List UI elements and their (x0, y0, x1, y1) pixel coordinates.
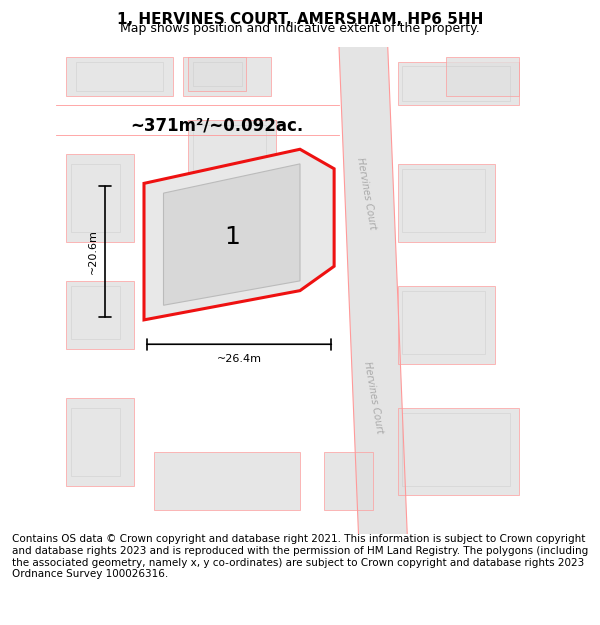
Polygon shape (398, 61, 520, 106)
Polygon shape (144, 149, 334, 320)
Text: Hervines Court: Hervines Court (362, 361, 385, 435)
Polygon shape (446, 57, 520, 96)
Polygon shape (398, 408, 520, 496)
Polygon shape (66, 57, 173, 96)
Polygon shape (398, 286, 495, 364)
Text: ~20.6m: ~20.6m (88, 229, 98, 274)
Text: 1, HERVINES COURT, AMERSHAM, HP6 5HH: 1, HERVINES COURT, AMERSHAM, HP6 5HH (117, 12, 483, 27)
Polygon shape (339, 47, 407, 534)
Polygon shape (163, 164, 300, 305)
Polygon shape (66, 281, 134, 349)
Text: ~26.4m: ~26.4m (217, 354, 262, 364)
Polygon shape (183, 57, 271, 96)
Text: ~371m²/~0.092ac.: ~371m²/~0.092ac. (131, 117, 304, 134)
Polygon shape (325, 451, 373, 510)
Text: 1: 1 (224, 225, 239, 249)
Text: Hervines Court: Hervines Court (355, 156, 377, 230)
Polygon shape (66, 154, 134, 242)
Polygon shape (188, 120, 275, 188)
Polygon shape (398, 164, 495, 242)
Polygon shape (66, 398, 134, 486)
Text: Map shows position and indicative extent of the property.: Map shows position and indicative extent… (120, 22, 480, 35)
Polygon shape (188, 57, 247, 91)
Text: Contains OS data © Crown copyright and database right 2021. This information is : Contains OS data © Crown copyright and d… (12, 534, 588, 579)
Polygon shape (154, 451, 300, 510)
